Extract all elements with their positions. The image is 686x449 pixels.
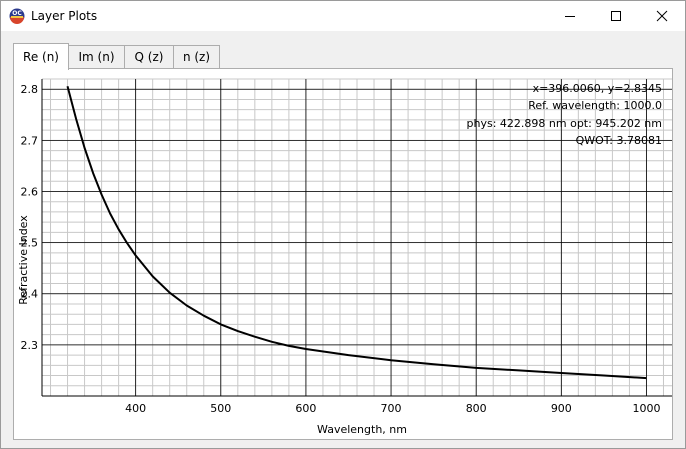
tab-re-n[interactable]: Re (n) — [13, 43, 69, 70]
tab-label: Q (z) — [134, 50, 164, 64]
plot-curve-group — [66, 85, 647, 380]
y-tick-label: 2.8 — [21, 83, 39, 96]
y-tick-label: 2.6 — [21, 185, 39, 198]
plot-ticks: 400 500 600 700 800 900 1000 2.3 2.4 2.5 2.6 2.7 2.8 — [21, 83, 661, 415]
info-phys-opt: phys: 422.898 nm opt: 945.202 nm — [467, 117, 662, 130]
tab-im-n[interactable]: Im (n) — [68, 45, 125, 68]
refractive-index-chart[interactable]: 400 500 600 700 800 900 1000 2.3 2.4 2.5 2.6 2.7 2.8… — [14, 69, 672, 439]
y-tick-label: 2.5 — [21, 237, 39, 250]
close-icon — [656, 10, 668, 22]
minimize-button[interactable] — [547, 1, 593, 31]
info-cursor: x=396.0060, y=2.8345 — [533, 82, 662, 95]
x-axis-label: Wavelength, nm — [317, 423, 407, 436]
oc-app-icon: OC — [9, 8, 25, 24]
x-tick-label: 700 — [381, 402, 402, 415]
y-tick-label: 2.4 — [21, 288, 39, 301]
y-tick-label: 2.3 — [21, 339, 39, 352]
y-axis-label: Refractive Index — [17, 215, 30, 305]
maximize-icon — [611, 11, 621, 21]
x-tick-label: 1000 — [632, 402, 660, 415]
tab-label: n (z) — [182, 50, 211, 64]
info-qwot: QWOT: 3.78081 — [576, 134, 662, 147]
x-tick-label: 900 — [551, 402, 572, 415]
maximize-button[interactable] — [593, 1, 639, 31]
close-button[interactable] — [639, 1, 685, 31]
x-tick-label: 800 — [466, 402, 487, 415]
window-title: Layer Plots — [31, 9, 98, 23]
tab-label: Im (n) — [78, 50, 115, 64]
plot-panel: 400 500 600 700 800 900 1000 2.3 2.4 2.5 2.6 2.7 2.8… — [13, 68, 673, 440]
x-tick-label: 400 — [125, 402, 146, 415]
series-line — [66, 85, 647, 380]
y-tick-label: 2.7 — [21, 134, 39, 147]
minimize-icon — [565, 16, 575, 17]
tab-n-z[interactable]: n (z) — [173, 45, 220, 68]
tab-q-z[interactable]: Q (z) — [124, 45, 174, 68]
title-bar[interactable]: OC Layer Plots — [1, 1, 685, 31]
tab-label: Re (n) — [23, 50, 59, 64]
svg-text:OC: OC — [12, 10, 22, 17]
x-tick-label: 600 — [295, 402, 316, 415]
info-ref-wavelength: Ref. wavelength: 1000.0 — [528, 99, 662, 112]
x-tick-label: 500 — [210, 402, 231, 415]
plot-grid — [41, 78, 672, 397]
